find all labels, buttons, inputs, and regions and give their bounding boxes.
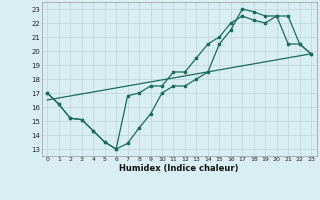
X-axis label: Humidex (Indice chaleur): Humidex (Indice chaleur) — [119, 164, 239, 173]
